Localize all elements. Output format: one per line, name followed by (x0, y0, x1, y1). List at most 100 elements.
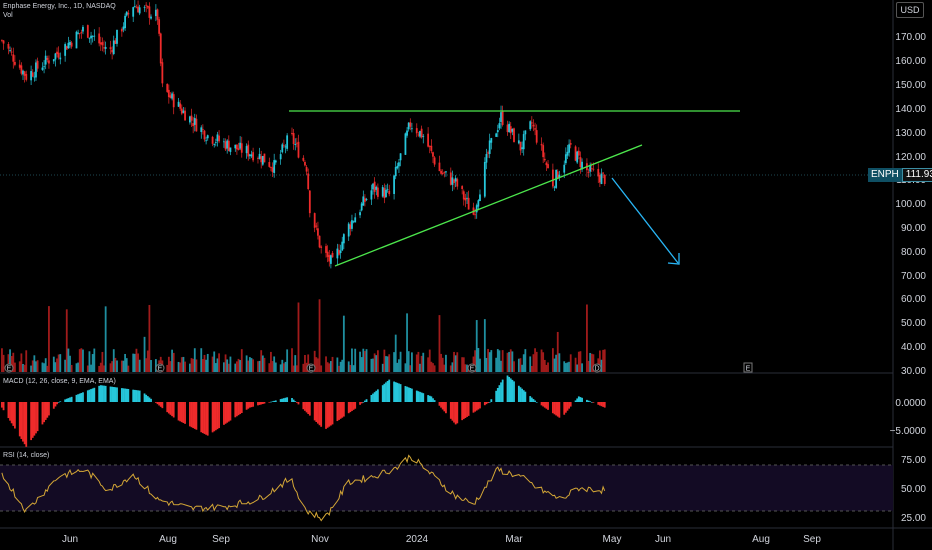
macd-bar (237, 402, 240, 416)
macd-tick: 0.0000 (895, 398, 926, 409)
macd-bar (543, 402, 546, 408)
candle-body (568, 144, 570, 153)
candle-body (464, 197, 467, 201)
macd-label[interactable]: MACD (12, 26, close, 9, EMA, EMA) (3, 378, 116, 385)
volume-bar (273, 356, 276, 372)
volume-bar (398, 359, 400, 372)
earnings-marker[interactable]: E (467, 363, 477, 373)
candle-body (1, 40, 3, 41)
uptrend-line[interactable] (334, 144, 643, 267)
time-axis[interactable]: Jun Aug Sep Nov 2024 Mar May Jun Aug Sep (62, 534, 821, 545)
macd-bar (386, 381, 389, 402)
candle-body (479, 194, 481, 202)
volume-bar (547, 362, 549, 372)
candle-body (59, 57, 62, 60)
volume-bar (200, 348, 203, 372)
volume-bar (245, 355, 248, 372)
macd-bar (407, 387, 410, 402)
svg-text:E: E (158, 366, 163, 373)
candle-body (274, 160, 277, 163)
macd-bar (406, 386, 408, 402)
volume-bar (315, 357, 318, 372)
symbol-title[interactable]: Enphase Energy, Inc., 1D, NASDAQ (3, 3, 116, 10)
macd-bar (581, 397, 583, 402)
volume-bar (216, 358, 219, 372)
macd-bar (10, 402, 13, 424)
macd-bar (295, 402, 298, 403)
candle-body (339, 250, 342, 254)
arrow-head[interactable] (667, 253, 680, 265)
candle-body (284, 146, 287, 148)
candle-body (488, 140, 491, 154)
macd-bar (449, 402, 452, 419)
candle-body (213, 144, 216, 145)
volume-bar (82, 349, 84, 372)
earnings-marker[interactable]: E (155, 363, 165, 373)
candle-body (240, 143, 243, 153)
macd-bar (18, 402, 21, 437)
macd-bar (475, 402, 478, 411)
candle-body (432, 152, 434, 157)
price-axis[interactable]: 170.00 160.00 150.00 140.00 130.00 120.0… (890, 32, 927, 524)
currency-selector[interactable]: USD (896, 2, 924, 18)
time-tick: May (603, 534, 622, 545)
earnings-marker[interactable]: E (743, 362, 753, 373)
volume-bar (462, 357, 465, 372)
macd-bar (555, 402, 558, 416)
macd-bar (56, 402, 58, 405)
macd-bar (398, 383, 400, 402)
macd-bar (590, 402, 593, 403)
volume-bar (394, 334, 397, 372)
volume-bar (248, 357, 251, 372)
dividend-marker[interactable]: D (592, 363, 602, 373)
macd-bar (33, 402, 36, 436)
candle-body (419, 130, 421, 137)
candle-body (43, 66, 45, 68)
volume-bar (396, 362, 399, 372)
earnings-marker[interactable]: E (306, 363, 316, 373)
volume-bar (99, 362, 102, 372)
volume-bar (150, 360, 152, 372)
volume-bar (432, 363, 434, 372)
event-markers[interactable]: E E E E D E (4, 362, 753, 373)
macd-bar (338, 402, 340, 420)
candle-body (318, 235, 321, 248)
volume-bar (577, 351, 580, 372)
macd-bar (7, 402, 10, 419)
volume-bar (304, 355, 306, 372)
chart-title-block[interactable]: Enphase Energy, Inc., 1D, NASDAQ Vol (3, 2, 116, 20)
volume-bar (532, 354, 535, 372)
volume-bar (326, 362, 329, 372)
candle-body (104, 46, 107, 49)
candle-body (9, 50, 11, 51)
svg-text:E: E (746, 366, 751, 373)
volume-bar (508, 351, 511, 372)
macd-bar (274, 400, 277, 402)
volume-bar (399, 351, 402, 372)
candle-body (325, 246, 327, 253)
volume-bar (325, 356, 327, 372)
price-tick: 100.00 (895, 199, 926, 210)
candle-body (25, 74, 28, 80)
candle-body (511, 128, 514, 132)
arrow-shaft[interactable] (611, 177, 679, 264)
macd-bar (297, 402, 300, 405)
macd-bar (381, 385, 384, 402)
macd-bar (213, 402, 216, 432)
macd-bar (240, 402, 243, 413)
rsi-label[interactable]: RSI (14, close) (3, 452, 49, 459)
earnings-marker[interactable]: E (4, 363, 14, 373)
projection-arrow[interactable] (611, 177, 680, 265)
volume-bar (292, 365, 295, 372)
candlesticks[interactable] (1, 0, 606, 269)
volume-label[interactable]: Vol (3, 12, 13, 19)
macd-bar (592, 402, 595, 403)
macd-bar (279, 399, 282, 402)
volume-bar (574, 357, 577, 372)
candle-body (336, 248, 339, 259)
volume-bar (417, 351, 420, 372)
volume-bar (75, 363, 78, 372)
volume-bar (279, 364, 282, 372)
volume-bar (342, 315, 345, 372)
